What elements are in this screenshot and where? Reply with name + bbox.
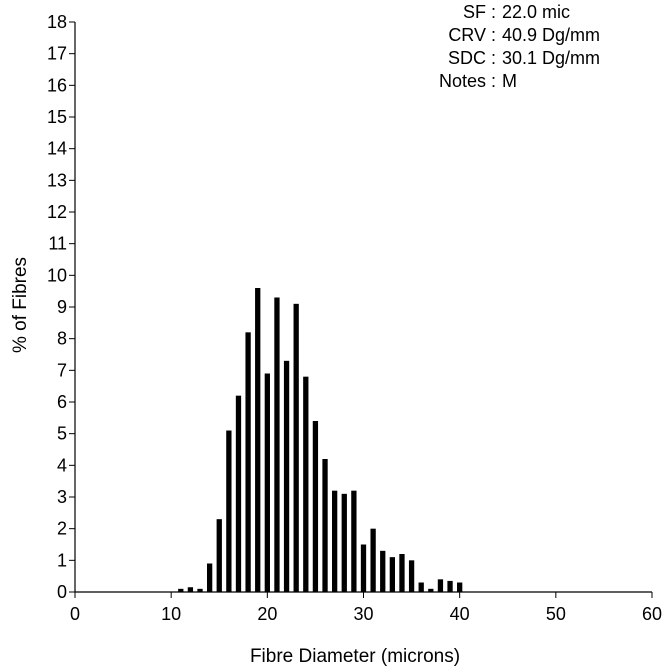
histogram-bar	[245, 332, 251, 592]
histogram-bar	[187, 587, 194, 592]
histogram-bar	[418, 582, 424, 592]
stat-value: 22.0 mic	[502, 2, 570, 22]
y-tick-label: 18	[47, 12, 67, 32]
y-tick-label: 6	[57, 392, 67, 412]
y-tick-label: 1	[57, 550, 67, 570]
stat-value: 30.1 Dg/mm	[502, 48, 600, 68]
x-axis: 0 10 20 30 40 50 60	[70, 591, 662, 624]
stat-value: 40.9 Dg/mm	[502, 25, 600, 45]
histogram-bar	[274, 297, 280, 592]
y-tick-label: 15	[47, 107, 67, 127]
histogram-bar	[457, 582, 463, 592]
histogram-bar	[235, 395, 242, 592]
y-axis-label: % of Fibres	[10, 257, 31, 353]
y-tick-label: 7	[57, 360, 67, 380]
stats-block: SF : 22.0 mic CRV : 40.9 Dg/mm SDC : 30.1 Dg/…	[439, 2, 600, 91]
stat-value: M	[502, 71, 517, 91]
stat-label: SDC :	[448, 48, 496, 68]
histogram-bar	[341, 493, 347, 592]
histogram-bar	[370, 528, 376, 592]
histogram-bar	[437, 579, 444, 592]
histogram-bar	[255, 288, 261, 592]
histogram-bar	[447, 580, 453, 592]
x-tick-label: 30	[353, 604, 373, 624]
histogram-bar	[360, 544, 367, 592]
y-tick-label: 0	[57, 582, 67, 602]
y-tick-label: 10	[47, 265, 67, 285]
y-tick-label: 8	[57, 329, 67, 349]
y-tick-label: 9	[57, 297, 67, 317]
y-tick-label: 17	[47, 44, 67, 64]
x-tick-label: 40	[450, 604, 470, 624]
histogram-bar	[206, 563, 213, 592]
histogram-bar	[312, 421, 319, 592]
x-tick-label: 50	[546, 604, 566, 624]
x-tick-label: 10	[161, 604, 181, 624]
histogram-bar	[351, 490, 357, 592]
y-tick-label: 11	[48, 234, 67, 254]
y-tick-label: 5	[57, 424, 67, 444]
histogram-bar	[264, 373, 270, 592]
y-tick-label: 3	[57, 487, 67, 507]
y-tick-label: 4	[57, 455, 67, 475]
histogram-bar	[226, 430, 232, 592]
histogram-bar	[283, 360, 290, 592]
y-tick-label: 2	[57, 519, 67, 539]
x-tick-label: 60	[642, 604, 662, 624]
histogram-bar	[399, 554, 405, 592]
y-tick-label: 13	[47, 170, 67, 190]
stat-label: CRV :	[448, 25, 496, 45]
histogram-bar	[303, 376, 309, 592]
x-tick-label: 20	[257, 604, 277, 624]
histogram-bar	[408, 560, 415, 592]
histogram-bar	[293, 303, 299, 592]
histogram-bar	[332, 490, 338, 592]
x-axis-label: Fibre Diameter (microns)	[250, 646, 460, 667]
histogram-bar	[322, 459, 328, 592]
stat-label: Notes :	[439, 71, 496, 91]
histogram-bar	[216, 519, 222, 592]
histogram-bar	[389, 557, 395, 592]
y-tick-label: 16	[47, 75, 67, 95]
histogram-bar	[178, 588, 184, 592]
stat-label: SF :	[463, 2, 496, 22]
x-tick-label: 0	[70, 604, 80, 624]
histogram-bar	[380, 550, 386, 592]
y-tick-label: 14	[47, 139, 67, 159]
histogram-bar	[428, 588, 434, 592]
y-tick-label: 12	[47, 202, 67, 222]
bars	[178, 288, 463, 592]
histogram-bar	[197, 588, 203, 592]
